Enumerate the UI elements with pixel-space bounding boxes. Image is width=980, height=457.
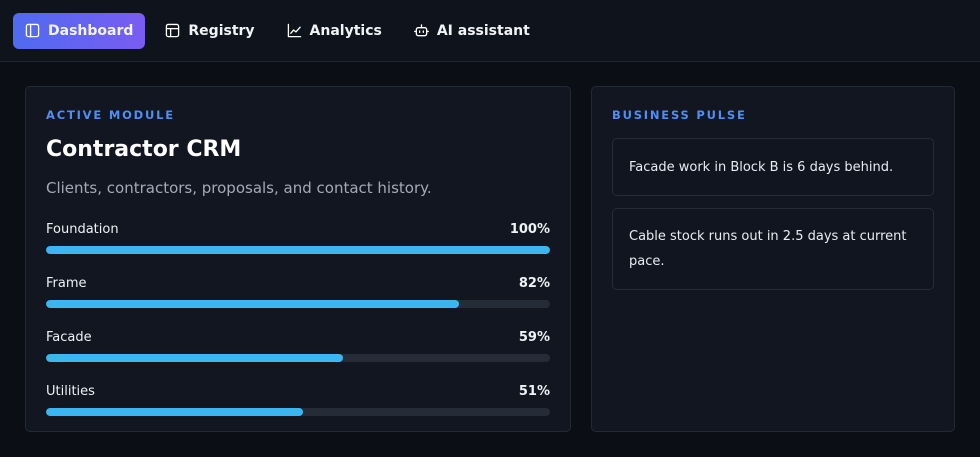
pulse-item: Facade work in Block B is 6 days behind. bbox=[612, 138, 934, 196]
business-pulse-eyebrow: BUSINESS PULSE bbox=[612, 108, 747, 122]
progress-label: Frame bbox=[46, 275, 87, 291]
progress-percent: 59% bbox=[518, 329, 550, 345]
progress-frame: Frame 82% bbox=[46, 275, 550, 308]
nav-ai-assistant-label: AI assistant bbox=[436, 22, 530, 39]
nav-registry-button[interactable]: Registry bbox=[153, 13, 266, 49]
nav-dashboard-button[interactable]: Dashboard bbox=[13, 12, 146, 49]
active-module-card: ACTIVE MODULE Contractor CRM Clients, co… bbox=[25, 86, 571, 432]
progress-fill bbox=[46, 408, 304, 416]
nav-analytics-button[interactable]: Analytics bbox=[275, 13, 394, 49]
pulse-item-text: Facade work in Block B is 6 days behind. bbox=[629, 159, 894, 175]
progress-facade: Facade 59% bbox=[46, 329, 550, 362]
progress-fill bbox=[46, 300, 460, 308]
nav-ai-assistant-button[interactable]: AI assistant bbox=[402, 13, 542, 49]
progress-label: Facade bbox=[46, 329, 92, 345]
module-subtitle: Clients, contractors, proposals, and con… bbox=[46, 179, 432, 197]
line-chart-icon bbox=[287, 23, 301, 38]
progress-percent: 51% bbox=[518, 383, 550, 399]
sidebar-panel-icon bbox=[25, 23, 40, 38]
nav-registry-label: Registry bbox=[188, 22, 255, 39]
progress-utilities: Utilities 51% bbox=[46, 383, 550, 416]
progress-fill bbox=[46, 354, 344, 362]
business-pulse-card: BUSINESS PULSE Facade work in Block B is… bbox=[591, 86, 955, 432]
table-icon bbox=[166, 23, 180, 38]
progress-track bbox=[46, 354, 550, 362]
progress-track bbox=[46, 408, 550, 416]
module-title: Contractor CRM bbox=[46, 137, 242, 162]
progress-label: Utilities bbox=[46, 383, 95, 399]
progress-label: Foundation bbox=[46, 221, 119, 237]
pulse-item: Cable stock runs out in 2.5 days at curr… bbox=[612, 208, 934, 290]
progress-percent: 100% bbox=[509, 221, 550, 237]
pulse-list: Facade work in Block B is 6 days behind.… bbox=[612, 138, 934, 290]
progress-list: Foundation 100% Frame 82% Facade bbox=[46, 221, 550, 416]
nav-dashboard-label: Dashboard bbox=[48, 22, 134, 39]
progress-foundation: Foundation 100% bbox=[46, 221, 550, 254]
top-navigation: Dashboard Registry Analytics AI assistan… bbox=[0, 0, 980, 62]
bot-icon bbox=[413, 24, 429, 37]
pulse-item-text: Cable stock runs out in 2.5 days at curr… bbox=[629, 229, 907, 269]
active-module-eyebrow: ACTIVE MODULE bbox=[46, 108, 175, 122]
progress-fill bbox=[46, 246, 550, 254]
progress-percent: 82% bbox=[518, 275, 550, 291]
nav-analytics-label: Analytics bbox=[309, 22, 382, 39]
main-content: ACTIVE MODULE Contractor CRM Clients, co… bbox=[0, 62, 980, 457]
progress-track bbox=[46, 246, 550, 254]
progress-track bbox=[46, 300, 550, 308]
